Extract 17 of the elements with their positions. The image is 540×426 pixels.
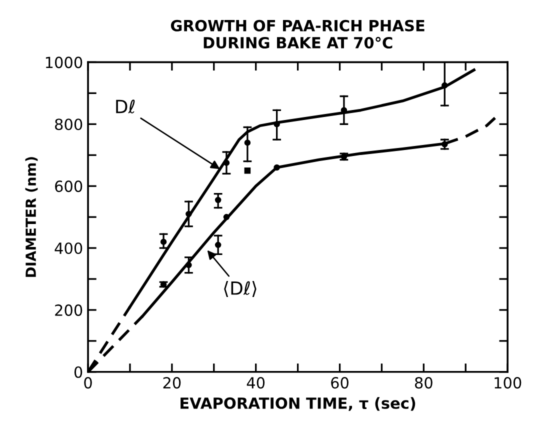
y-tick-label: 400 xyxy=(54,242,82,254)
annotation: Dℓ xyxy=(116,100,135,114)
chart-title: GROWTH OF PAA-RICH PHASE DURING BAKE AT 70°C xyxy=(170,20,424,49)
y-tick-label: 1000 xyxy=(46,56,82,68)
y-tick-label: 200 xyxy=(55,304,82,316)
y-tick-label: 0 xyxy=(74,366,82,378)
x-tick-label: 0 xyxy=(84,377,92,389)
x-tick-label: 80 xyxy=(415,377,432,389)
x-axis-title: EVAPORATION TIME, τ (sec) xyxy=(180,397,416,411)
annotation: ⟨Dℓ⟩ xyxy=(224,280,256,298)
y-tick-label: 600 xyxy=(55,180,82,192)
x-tick-label: 60 xyxy=(331,377,348,389)
y-axis-title: DIAMETER (nm) xyxy=(25,157,38,277)
x-tick-label: 20 xyxy=(163,377,181,389)
y-tick-label: 800 xyxy=(55,118,82,130)
x-tick-label: 40 xyxy=(246,377,265,389)
x-tick-label: 100 xyxy=(494,377,522,389)
